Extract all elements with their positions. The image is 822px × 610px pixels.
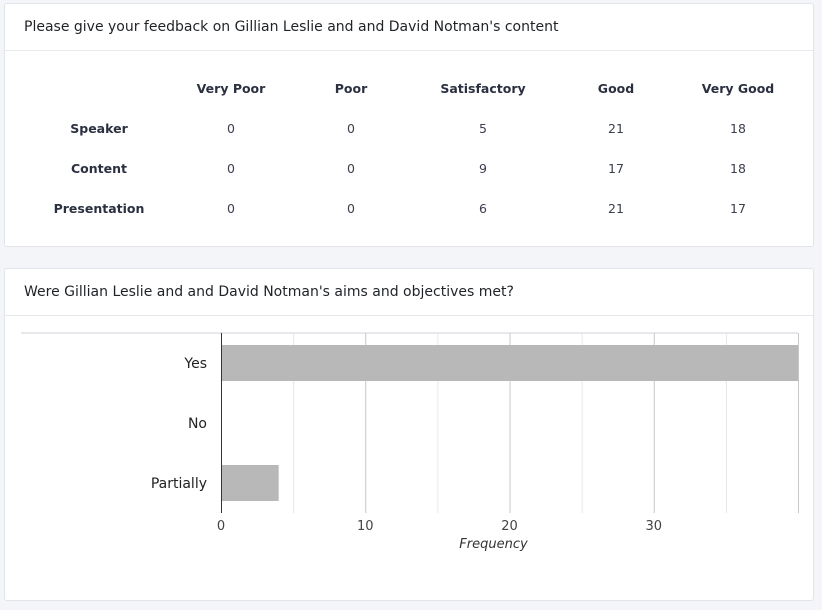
feedback-card: Please give your feedback on Gillian Les… — [4, 3, 814, 247]
rating-count: 6 — [479, 201, 487, 216]
aims-bar-chart: Yes No Partially 0 10 20 30 Frequency — [21, 332, 799, 552]
column-header: Very Good — [701, 81, 775, 96]
rating-count: 21 — [608, 121, 624, 136]
rating-count: 0 — [227, 161, 235, 176]
rating-count: 0 — [347, 121, 355, 136]
aims-card-title: Were Gillian Leslie and and David Notman… — [5, 269, 813, 316]
row-header: Content — [71, 161, 127, 176]
column-header: Very Poor — [196, 81, 266, 96]
x-tick-label: 10 — [357, 519, 374, 534]
rating-count: 0 — [347, 161, 355, 176]
row-header: Presentation — [53, 201, 145, 216]
column-header: Satisfactory — [440, 81, 526, 96]
bar — [221, 345, 798, 381]
row-header: Speaker — [70, 121, 128, 136]
rating-count: 18 — [730, 121, 746, 136]
rating-count: 17 — [730, 201, 746, 216]
category-label: Partially — [151, 476, 207, 492]
x-axis-label: Frequency — [459, 537, 528, 552]
rating-count: 18 — [730, 161, 746, 176]
rating-count: 17 — [608, 161, 624, 176]
aims-card: Were Gillian Leslie and and David Notman… — [4, 268, 814, 601]
rating-count: 0 — [227, 201, 235, 216]
x-tick-label: 30 — [645, 519, 662, 534]
feedback-card-title: Please give your feedback on Gillian Les… — [5, 4, 813, 51]
category-label: Yes — [183, 356, 207, 372]
rating-count: 9 — [479, 161, 487, 176]
category-label: No — [188, 416, 207, 432]
x-tick-label: 20 — [501, 519, 518, 534]
rating-count: 5 — [479, 121, 487, 136]
rating-count: 0 — [347, 201, 355, 216]
x-tick-label: 0 — [217, 519, 225, 534]
column-header: Good — [597, 81, 635, 96]
rating-count: 0 — [227, 121, 235, 136]
bar — [221, 465, 279, 501]
rating-count: 21 — [608, 201, 624, 216]
column-header: Poor — [334, 81, 368, 96]
